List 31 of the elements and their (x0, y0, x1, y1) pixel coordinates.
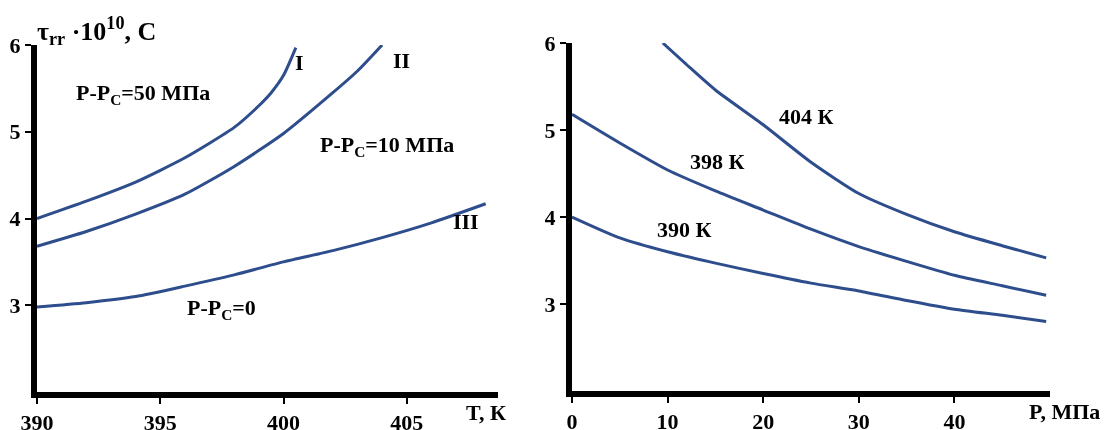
y-axis-title: τ$_{rr}$ ·10$^{10}$, С (37, 13, 157, 50)
x-tick-label: 0 (566, 409, 578, 430)
series-label: II (393, 48, 411, 73)
y-tick-label: 6 (9, 32, 21, 58)
y-tick-label: 5 (9, 119, 21, 145)
series-label: 404 К (779, 104, 834, 129)
y-tick-label: 3 (9, 292, 21, 318)
annotation: P-P$_{C}$=50 МПа (76, 80, 211, 108)
x-tick-label: 30 (847, 409, 870, 430)
x-tick-label: 405 (390, 410, 424, 430)
x-tick-label: 20 (752, 409, 775, 430)
y-tick-label: 6 (544, 30, 556, 56)
x-tick-label: 40 (943, 409, 966, 430)
y-tick-label: 4 (9, 206, 21, 232)
line-series (572, 112, 1048, 297)
series-label: III (453, 209, 479, 234)
series-label: 398 К (690, 149, 745, 174)
x-axis-title: T, К (466, 400, 507, 425)
series-label: I (295, 50, 304, 75)
series-label: 390 К (657, 217, 712, 242)
y-tick-label: 3 (544, 291, 556, 317)
annotation: P-P$_{C}$=0 (187, 295, 256, 323)
x-axis-title: P, МПа (1029, 399, 1101, 424)
y-tick-label: 5 (544, 117, 556, 143)
x-tick-label: 10 (656, 409, 679, 430)
line-series (572, 215, 1048, 323)
x-tick-label: 400 (267, 410, 301, 430)
x-tick-label: 390 (20, 410, 54, 430)
x-tick-label: 395 (143, 410, 177, 430)
y-tick-label: 4 (544, 204, 556, 230)
annotation: P-P$_{C}$=10 МПа (320, 132, 455, 160)
